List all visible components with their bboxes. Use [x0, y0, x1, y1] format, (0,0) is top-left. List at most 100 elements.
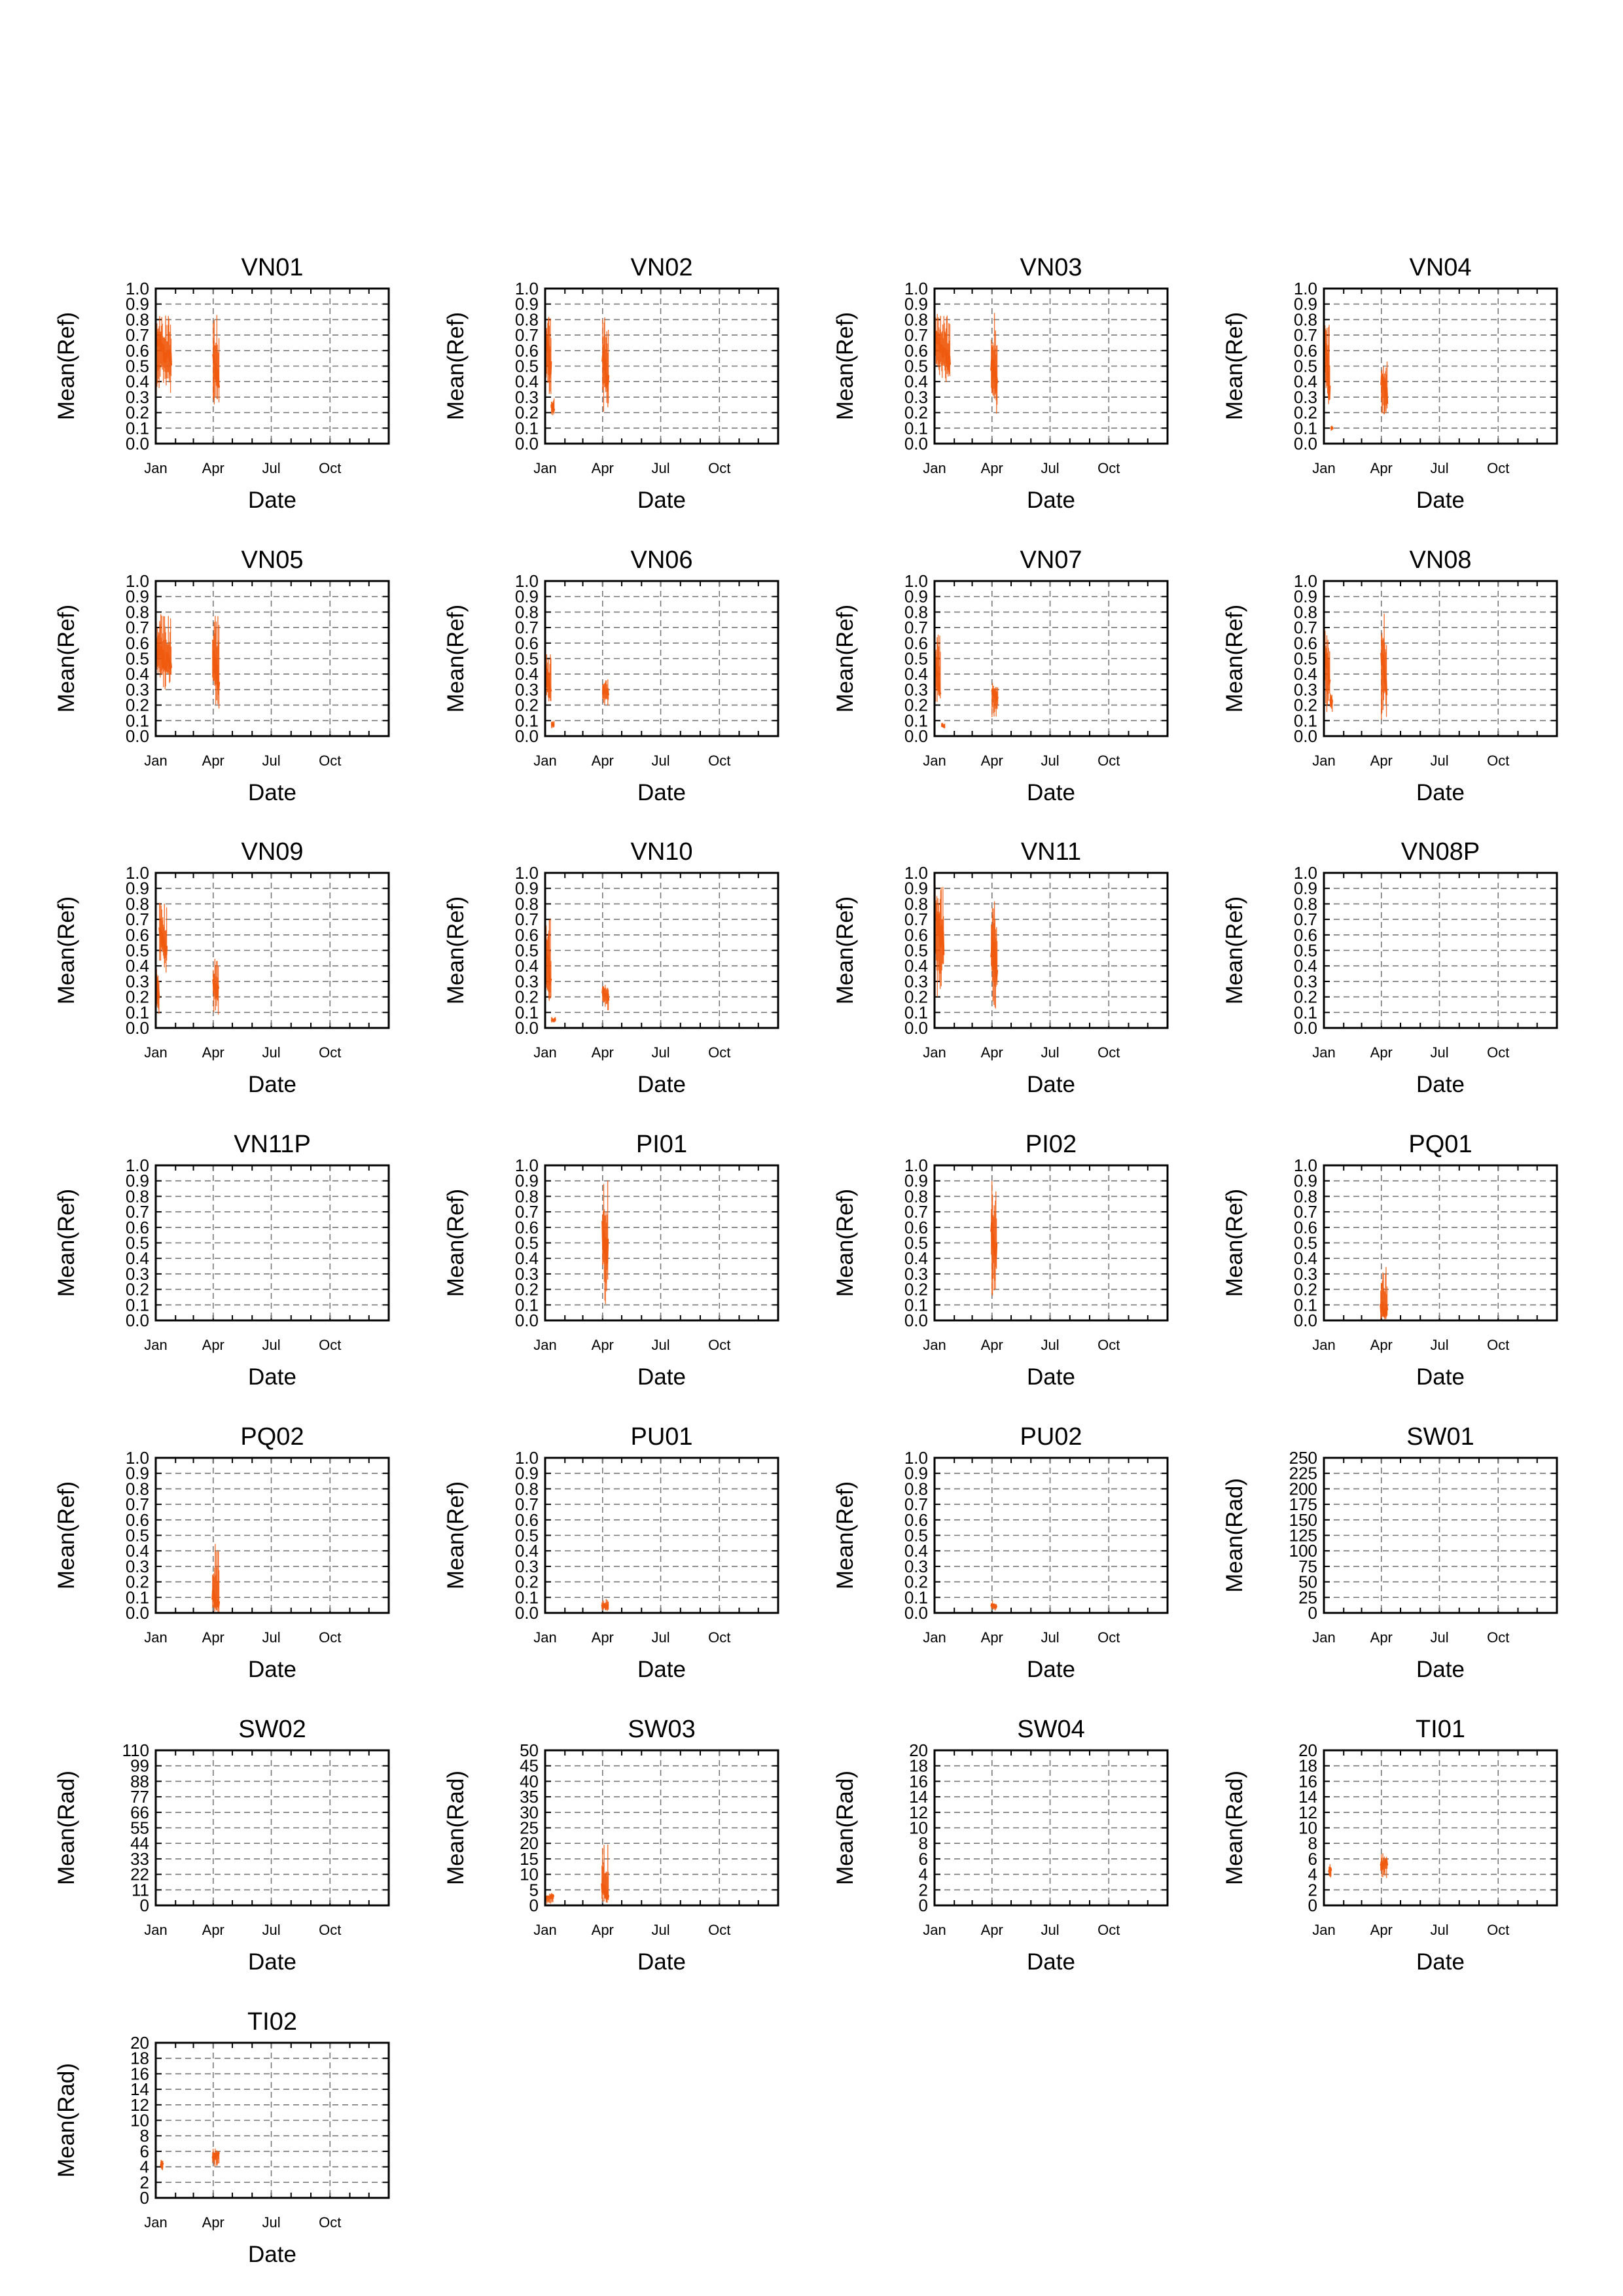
- data-center-line: [934, 913, 945, 955]
- y-tick-label: 0.4: [126, 1248, 149, 1268]
- plot-frame: [1323, 872, 1558, 1029]
- chart-panel-vn03: VN03Mean(Ref)Date0.00.10.20.30.40.50.60.…: [832, 254, 1169, 513]
- y-tick-label: 0.6: [904, 1218, 928, 1237]
- x-axis-label: Date: [637, 780, 686, 805]
- x-axis-label: Date: [248, 1072, 296, 1097]
- y-tick-label: 0.3: [904, 387, 928, 407]
- y-tick-label: 0.7: [904, 618, 928, 637]
- x-tick-label: Oct: [1487, 1922, 1509, 1938]
- chart-title: VN01: [241, 254, 303, 281]
- chart-panel-vn11: VN11Mean(Ref)Date0.00.10.20.30.40.50.60.…: [832, 838, 1169, 1097]
- data-center-line: [550, 1018, 557, 1022]
- data-series: [990, 1600, 998, 1611]
- y-tick-label: 5: [529, 1880, 539, 1899]
- chart-title: PI02: [1026, 1131, 1077, 1158]
- y-tick-label: 1.0: [904, 1156, 928, 1175]
- x-tick-label: Jul: [262, 1629, 280, 1646]
- y-tick-label: 0.4: [1294, 664, 1317, 684]
- x-tick-label: Jan: [1312, 460, 1335, 476]
- y-tick-label: 33: [130, 1849, 149, 1869]
- y-tick-label: 0.2: [1294, 1280, 1317, 1299]
- data-center-line: [1380, 374, 1389, 404]
- x-tick-label: Jul: [651, 1922, 669, 1938]
- y-tick-label: 0.0: [904, 726, 928, 746]
- y-tick-label: 2: [919, 1880, 928, 1899]
- y-tick-label: 0.9: [904, 1464, 928, 1483]
- y-tick-label: 0.3: [904, 1557, 928, 1576]
- y-tick-label: 0.4: [904, 956, 928, 976]
- x-tick-label: Apr: [592, 1922, 614, 1938]
- x-tick-label: Jan: [1312, 1044, 1335, 1061]
- y-tick-label: 40: [520, 1771, 539, 1791]
- plot-frame: [154, 2041, 390, 2199]
- y-tick-label: 0.1: [126, 1002, 149, 1022]
- y-tick-label: 0.4: [126, 664, 149, 684]
- x-tick-label: Oct: [319, 460, 341, 476]
- y-axis-label: Mean(Rad): [832, 1771, 858, 1885]
- x-axis-label: Date: [1027, 1072, 1075, 1097]
- y-tick-label: 0.8: [515, 1479, 539, 1498]
- chart-title: VN04: [1409, 254, 1471, 281]
- y-tick-label: 0.5: [126, 1233, 149, 1253]
- x-tick-label: Oct: [1097, 1629, 1120, 1646]
- y-tick-label: 0.1: [515, 1587, 539, 1607]
- y-tick-label: 0.0: [904, 1018, 928, 1038]
- x-tick-label: Apr: [202, 1044, 224, 1061]
- y-tick-label: 75: [1298, 1557, 1317, 1576]
- y-tick-label: 0.9: [515, 587, 539, 607]
- y-tick-label: 0.9: [515, 879, 539, 898]
- y-tick-label: 1.0: [515, 863, 539, 883]
- data-center-line: [212, 650, 221, 690]
- x-tick-label: Apr: [202, 2214, 224, 2231]
- y-tick-label: 1.0: [1294, 279, 1317, 298]
- data-center-line: [990, 359, 999, 393]
- y-axis-label: Mean(Rad): [54, 2063, 79, 2178]
- y-tick-label: 0.9: [126, 879, 149, 898]
- chart-panel-vn09: VN09Mean(Ref)Date0.00.10.20.30.40.50.60.…: [54, 838, 390, 1097]
- plot-frame: [933, 1749, 1169, 1907]
- plot-frame: [933, 580, 1169, 737]
- x-tick-label: Jul: [1041, 460, 1059, 476]
- y-axis-label: Mean(Rad): [1222, 1771, 1247, 1885]
- y-tick-label: 0.1: [904, 1295, 928, 1315]
- y-tick-label: 0.3: [1294, 680, 1317, 699]
- y-tick-label: 0.1: [904, 1587, 928, 1607]
- chart-panel-vn04: VN04Mean(Ref)Date0.00.10.20.30.40.50.60.…: [1222, 254, 1558, 513]
- x-axis-label: Date: [637, 487, 686, 513]
- chart-title: VN08P: [1401, 838, 1480, 866]
- x-tick-label: Jan: [144, 1044, 167, 1061]
- y-axis-label: Mean(Ref): [1222, 605, 1247, 713]
- y-tick-label: 45: [520, 1756, 539, 1776]
- plot-frame: [544, 1749, 779, 1907]
- y-tick-label: 0.6: [1294, 925, 1317, 945]
- y-tick-label: 0.3: [515, 680, 539, 699]
- x-tick-label: Jul: [1041, 752, 1059, 769]
- x-tick-label: Oct: [708, 1044, 730, 1061]
- y-tick-label: 0.2: [515, 1572, 539, 1592]
- chart-title: PQ01: [1408, 1131, 1472, 1158]
- y-tick-label: 0.0: [515, 1311, 539, 1330]
- x-axis-label: Date: [248, 487, 296, 513]
- y-tick-label: 55: [130, 1818, 149, 1838]
- x-axis-label: Date: [637, 1072, 686, 1097]
- chart-title: VN08: [1409, 546, 1471, 574]
- x-tick-label: Jan: [144, 2214, 167, 2231]
- y-tick-label: 0.1: [126, 1587, 149, 1607]
- x-tick-label: Oct: [1097, 1337, 1120, 1353]
- data-center-line: [1329, 698, 1334, 706]
- y-tick-label: 0.7: [904, 325, 928, 345]
- chart-panel-vn11p: VN11PMean(Ref)Date0.00.10.20.30.40.50.60…: [54, 1131, 390, 1390]
- data-center-line: [1380, 1859, 1389, 1870]
- chart-title: VN05: [241, 546, 303, 574]
- y-tick-label: 20: [130, 2033, 149, 2053]
- y-tick-label: 0.0: [1294, 434, 1317, 453]
- y-tick-label: 16: [1298, 1771, 1317, 1791]
- x-tick-label: Jan: [144, 1922, 167, 1938]
- data-center-line: [1323, 652, 1331, 685]
- y-tick-label: 0.5: [904, 357, 928, 376]
- y-tick-label: 0.7: [515, 325, 539, 345]
- y-tick-label: 25: [1298, 1587, 1317, 1607]
- x-tick-label: Jul: [262, 2214, 280, 2231]
